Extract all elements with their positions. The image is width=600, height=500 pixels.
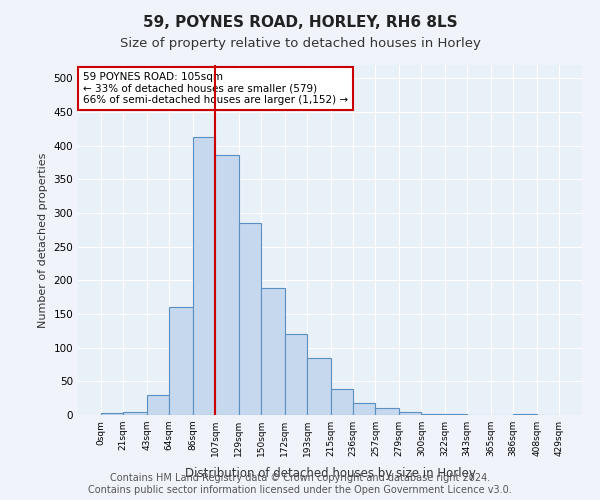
Text: 59, POYNES ROAD, HORLEY, RH6 8LS: 59, POYNES ROAD, HORLEY, RH6 8LS	[143, 15, 457, 30]
Bar	[101, 413, 124, 415]
Bar	[307, 358, 331, 415]
Bar	[193, 137, 215, 415]
Bar	[513, 414, 536, 415]
Text: Size of property relative to detached houses in Horley: Size of property relative to detached ho…	[119, 38, 481, 51]
X-axis label: Distribution of detached houses by size in Horley: Distribution of detached houses by size …	[185, 468, 475, 480]
Bar	[215, 154, 239, 415]
Bar	[421, 414, 445, 415]
Bar	[284, 334, 307, 415]
Bar	[169, 308, 193, 415]
Bar	[239, 223, 261, 415]
Bar	[353, 403, 376, 415]
Bar	[445, 414, 467, 415]
Bar	[331, 390, 353, 415]
Y-axis label: Number of detached properties: Number of detached properties	[38, 152, 48, 328]
Text: Contains HM Land Registry data © Crown copyright and database right 2024.
Contai: Contains HM Land Registry data © Crown c…	[88, 474, 512, 495]
Bar	[376, 408, 399, 415]
Bar	[261, 288, 284, 415]
Text: 59 POYNES ROAD: 105sqm
← 33% of detached houses are smaller (579)
66% of semi-de: 59 POYNES ROAD: 105sqm ← 33% of detached…	[83, 72, 348, 105]
Bar	[399, 412, 421, 415]
Bar	[124, 412, 147, 415]
Bar	[147, 395, 169, 415]
